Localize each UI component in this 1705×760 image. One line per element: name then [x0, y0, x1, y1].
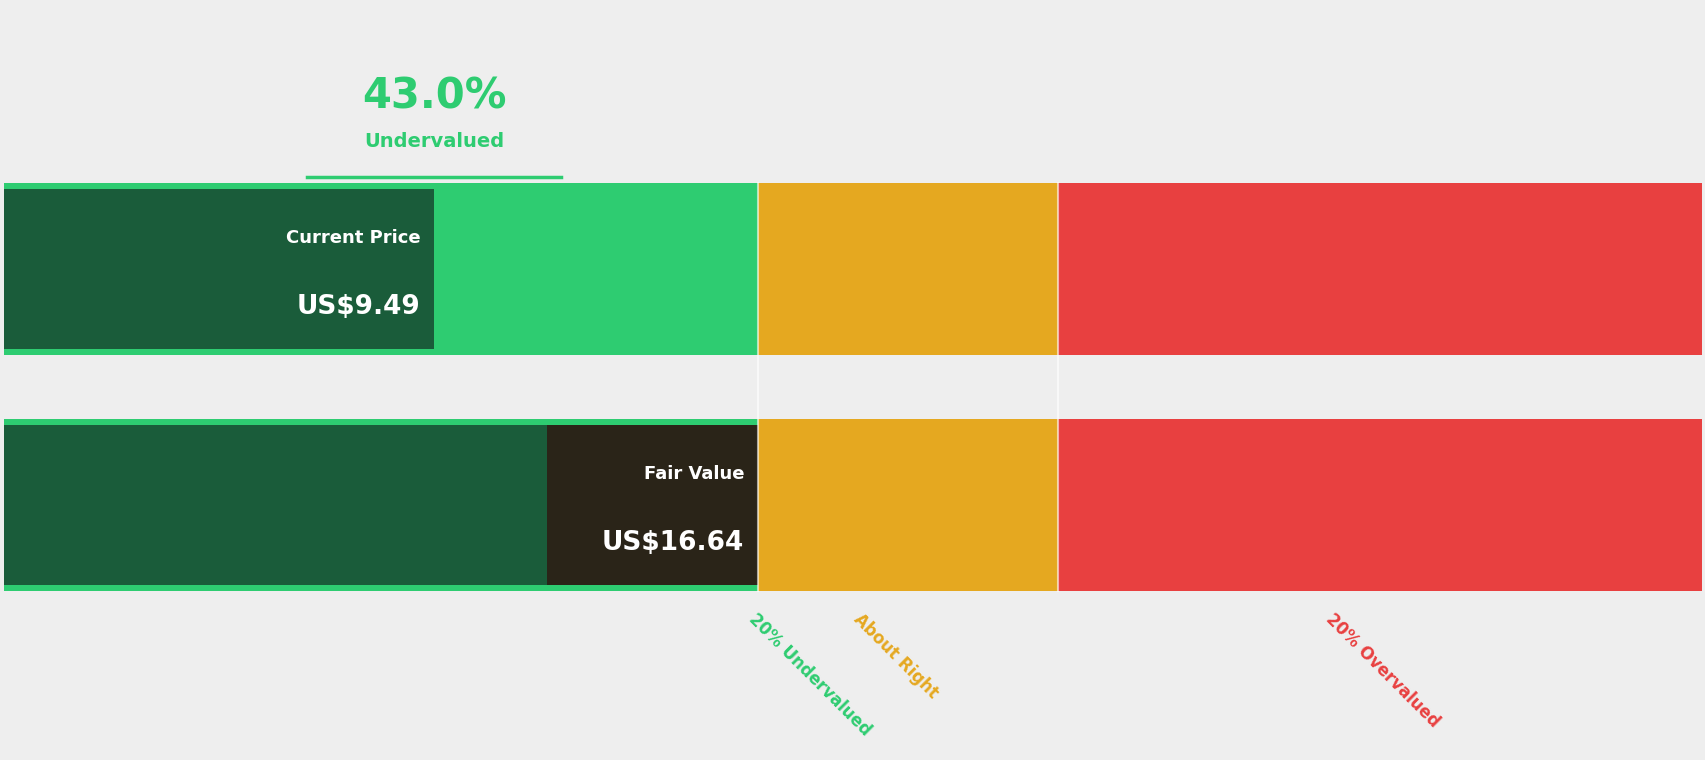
Bar [1057, 419, 1702, 591]
Bar [3, 426, 757, 585]
Text: Undervalued: Undervalued [363, 132, 503, 151]
Text: About Right: About Right [849, 610, 941, 702]
Bar [3, 419, 757, 591]
Text: 20% Undervalued: 20% Undervalued [745, 610, 875, 740]
Text: US$9.49: US$9.49 [297, 294, 419, 320]
Bar [3, 183, 757, 355]
Text: Fair Value: Fair Value [643, 465, 743, 483]
Bar [1057, 183, 1702, 355]
Bar [547, 426, 757, 585]
Text: Current Price: Current Price [286, 229, 419, 247]
Text: 43.0%: 43.0% [361, 76, 506, 118]
Bar [757, 183, 1057, 355]
Bar [3, 189, 433, 349]
Text: 20% Overvalued: 20% Overvalued [1321, 610, 1442, 731]
Text: US$16.64: US$16.64 [602, 530, 743, 556]
Bar [757, 419, 1057, 591]
